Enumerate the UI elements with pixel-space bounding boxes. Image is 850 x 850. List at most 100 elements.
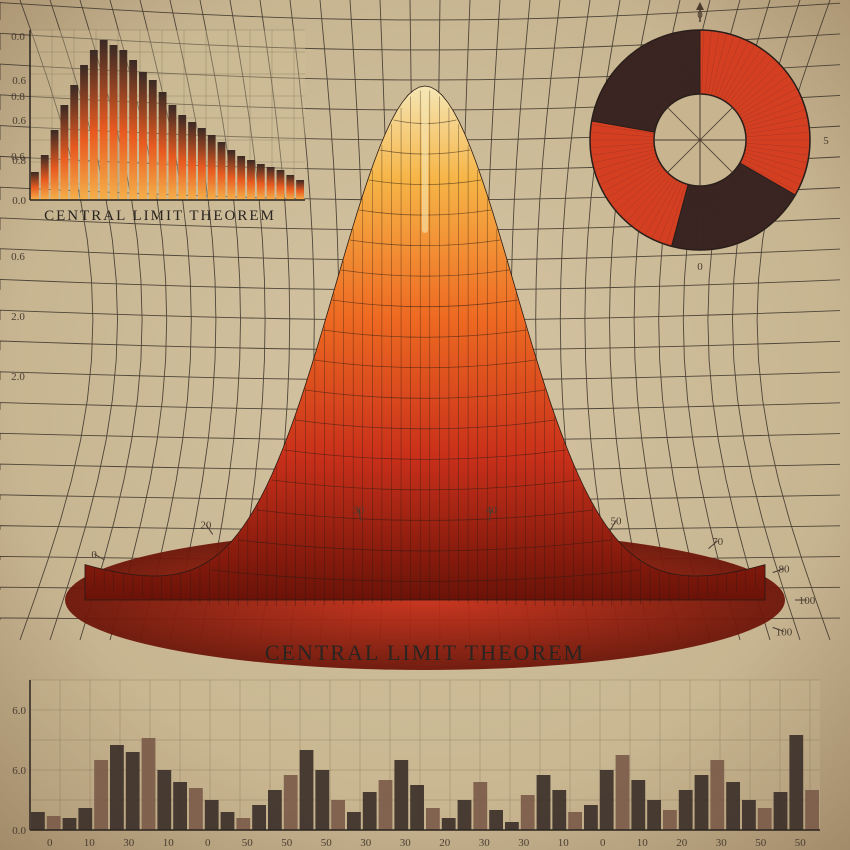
hist-bottom-bar <box>679 790 693 830</box>
clt-infographic: 0.00.80.60.62.02.002030405070801001000.0… <box>0 0 850 850</box>
hist-bottom-bar <box>695 775 709 830</box>
hist-bottom-bar <box>236 818 250 830</box>
hist-bottom-xtick: 20 <box>439 837 451 849</box>
hist-bottom-bar <box>205 800 219 830</box>
hist-bottom-bar <box>647 800 661 830</box>
hist-tl-bar <box>159 92 167 200</box>
hist-tl-bar <box>178 115 186 200</box>
hist-bottom-bar <box>631 780 645 830</box>
hist-bottom-bar <box>600 770 614 830</box>
hist-tl-bar <box>149 80 157 200</box>
hist-bottom-bar <box>584 805 598 830</box>
hist-bottom-bar <box>47 816 61 830</box>
donut-label: 5 <box>823 135 829 147</box>
hist-bottom-bar <box>742 800 756 830</box>
hist-tl-ytick: 0.8 <box>12 155 26 167</box>
hist-bottom-xtick: 50 <box>321 837 333 849</box>
hist-bottom-xtick: 50 <box>242 837 254 849</box>
left-ytick: 0.6 <box>11 251 25 263</box>
donut-label: 0 <box>697 261 703 273</box>
floor-tick-label: 40 <box>486 504 498 516</box>
floor-tick-label: 50 <box>611 515 623 527</box>
hist-bottom-xtick: 0 <box>600 837 606 849</box>
hist-bottom-xtick: 10 <box>163 837 175 849</box>
hist-bottom-bar <box>774 792 788 830</box>
hist-bottom-bar <box>663 810 677 830</box>
hist-bottom-xtick: 30 <box>716 837 728 849</box>
hist-bottom-bar <box>537 775 551 830</box>
hist-bottom-xtick: 30 <box>360 837 372 849</box>
hist-bottom-xtick: 50 <box>795 837 807 849</box>
hist-bottom-xtick: 10 <box>558 837 570 849</box>
hist-bottom-bar <box>300 750 314 830</box>
hist-tl-bar <box>218 142 226 200</box>
hist-bottom-bar <box>789 735 803 830</box>
hist-bottom-bar <box>157 770 171 830</box>
hist-bottom-bar <box>379 780 393 830</box>
hist-bottom-bar <box>394 760 408 830</box>
hist-bottom-ytick: 6.0 <box>12 705 26 717</box>
hist-bottom-bar <box>458 800 472 830</box>
hist-bottom-xtick: 50 <box>755 837 767 849</box>
left-ytick: 2.0 <box>11 371 25 383</box>
hist-bottom-xtick: 0 <box>205 837 211 849</box>
histogram-topleft: 0.00.80.60.6 <box>12 30 305 207</box>
hist-bottom-bar <box>173 782 187 830</box>
hist-bottom-xtick: 30 <box>400 837 412 849</box>
hist-bottom-bar <box>426 808 440 830</box>
hist-bottom-bar <box>252 805 266 830</box>
hist-bottom-bar <box>710 760 724 830</box>
hist-bottom-bar <box>126 752 140 830</box>
hist-tl-bar <box>110 45 118 200</box>
floor-tick-label: 0 <box>91 549 97 561</box>
hist-bottom-bar <box>363 792 377 830</box>
hist-bottom-bar <box>442 818 456 830</box>
hist-tl-bar <box>60 105 68 200</box>
hist-tl-bar <box>80 65 88 200</box>
hist-tl-bar <box>119 50 127 200</box>
hist-tl-bar <box>31 172 39 200</box>
hist-bottom-bar <box>94 760 108 830</box>
title-main: CENTRAL LIMIT THEOREM <box>265 640 585 665</box>
hist-bottom-bar <box>616 755 630 830</box>
hist-tl-bar <box>51 130 59 200</box>
hist-bottom-xtick: 20 <box>676 837 688 849</box>
hist-tl-bar <box>267 167 275 200</box>
hist-bottom-bar <box>268 790 282 830</box>
hist-tl-bar <box>277 170 285 200</box>
floor-tick-label: 70 <box>712 536 724 548</box>
hist-tl-bar <box>169 105 177 200</box>
histogram-bottom: 0.06.06.00103010050505030302030301001020… <box>12 680 820 849</box>
floor-tick-label: 80 <box>778 564 790 576</box>
hist-tl-bar <box>70 85 78 200</box>
floor-tick-label: 30 <box>353 504 365 516</box>
hist-bottom-xtick: 30 <box>518 837 530 849</box>
hist-tl-ytick: 0.0 <box>12 195 26 207</box>
hist-tl-bar <box>296 180 304 200</box>
title-topleft: CENTRAL LIMIT THEOREM <box>44 208 276 224</box>
hist-bottom-bar <box>31 812 45 830</box>
hist-tl-bar <box>237 156 245 200</box>
floor-tick-label: 20 <box>200 520 212 532</box>
hist-tl-ytick: 0.6 <box>12 75 26 87</box>
hist-tl-bar <box>100 40 108 200</box>
hist-bottom-bar <box>315 770 329 830</box>
hist-bottom-xtick: 30 <box>123 837 135 849</box>
hist-bottom-xtick: 10 <box>637 837 649 849</box>
hist-bottom-bar <box>189 788 203 830</box>
hist-bottom-bar <box>63 818 77 830</box>
hist-bottom-bar <box>473 782 487 830</box>
hist-bottom-bar <box>489 810 503 830</box>
hist-bottom-bar <box>505 822 519 830</box>
hist-bottom-bar <box>726 782 740 830</box>
hist-tl-bar <box>90 50 98 200</box>
hist-tl-bar <box>41 155 49 200</box>
floor-tick-label: 100 <box>799 595 816 607</box>
hist-bottom-xtick: 0 <box>47 837 53 849</box>
hist-bottom-bar <box>758 808 772 830</box>
hist-bottom-bar <box>142 738 156 830</box>
hist-bottom-bar <box>568 812 582 830</box>
hist-tl-bar <box>286 175 294 200</box>
hist-tl-bar <box>198 128 206 200</box>
hist-tl-bar <box>188 122 196 200</box>
